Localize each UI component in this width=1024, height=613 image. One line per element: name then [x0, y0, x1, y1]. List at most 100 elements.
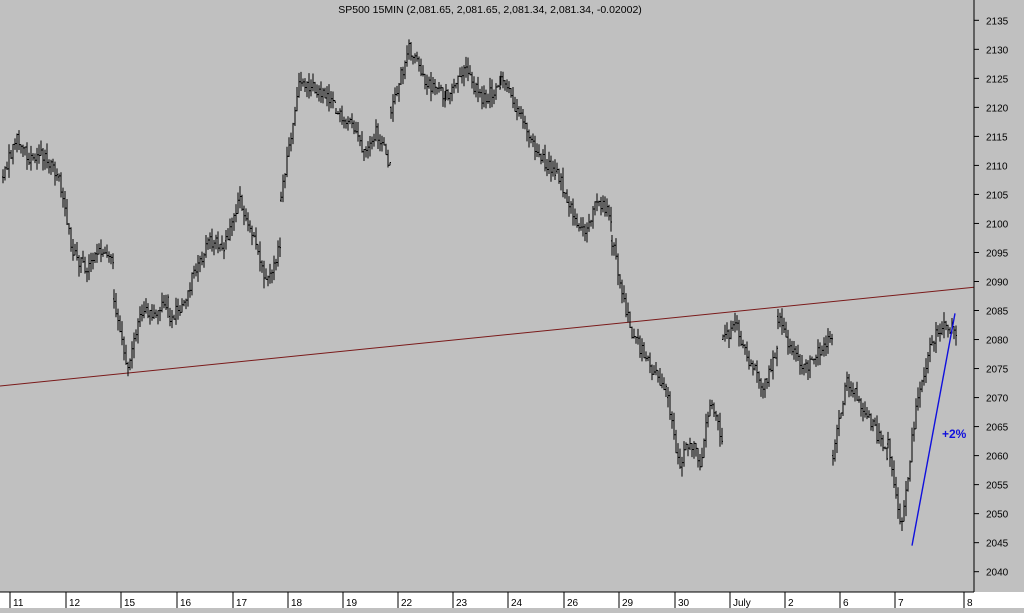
price-bar	[774, 352, 776, 359]
price-bar	[917, 387, 919, 411]
price-bar	[153, 304, 155, 320]
price-bar	[173, 314, 175, 320]
y-tick-label: 2120	[986, 103, 1009, 114]
y-tick-label: 2105	[986, 190, 1009, 201]
price-bar	[576, 213, 578, 228]
price-bar	[334, 99, 336, 103]
price-bar	[872, 418, 874, 432]
price-bar	[679, 448, 681, 469]
price-bar	[588, 213, 590, 232]
price-bar	[707, 411, 709, 428]
price-bar	[931, 335, 933, 346]
price-bar	[502, 71, 504, 89]
price-bar	[469, 65, 471, 76]
price-bar	[197, 255, 199, 282]
price-bar	[221, 235, 223, 251]
price-bar	[375, 119, 377, 142]
price-bar	[64, 191, 66, 217]
price-bar	[36, 147, 38, 170]
price-bar	[215, 234, 217, 250]
price-bar	[548, 151, 550, 175]
x-axis-band	[0, 592, 1024, 608]
price-bar	[764, 378, 766, 398]
price-bar	[635, 336, 637, 344]
price-bar	[823, 337, 825, 357]
price-bar	[528, 129, 530, 148]
price-bar	[199, 255, 201, 273]
price-bar	[625, 293, 627, 318]
price-bar	[22, 144, 24, 158]
price-bar	[243, 205, 245, 226]
price-bar	[868, 410, 870, 418]
price-bar	[570, 201, 572, 214]
price-bar	[752, 360, 754, 376]
price-bar	[923, 367, 925, 386]
price-bar	[736, 315, 738, 331]
price-bar	[552, 160, 554, 177]
price-bar	[237, 192, 239, 215]
price-bar	[60, 172, 62, 198]
price-bar	[54, 161, 56, 186]
price-bar	[487, 93, 489, 104]
price-bar	[493, 89, 495, 105]
price-bar	[477, 76, 479, 103]
price-bar	[189, 282, 191, 298]
price-bar	[44, 149, 46, 170]
price-bar	[400, 66, 402, 85]
x-tick-label: 11	[13, 598, 24, 608]
price-bar	[318, 85, 320, 102]
price-bar	[821, 345, 823, 356]
price-bar	[862, 402, 864, 422]
y-tick-label: 2045	[986, 539, 1009, 550]
price-bar	[799, 354, 801, 375]
price-bar	[508, 81, 510, 94]
price-bar	[347, 116, 349, 131]
price-bar	[574, 208, 576, 226]
price-bar	[74, 243, 76, 256]
price-bar	[219, 243, 221, 252]
price-bar	[444, 90, 446, 108]
price-bar	[772, 350, 774, 380]
price-bar	[177, 298, 179, 320]
price-bar	[106, 244, 108, 258]
annotation-label: +2%	[942, 427, 967, 441]
y-tick-label: 2095	[986, 248, 1009, 259]
price-bar	[919, 381, 921, 408]
price-bar	[815, 354, 817, 367]
y-tick-label: 2115	[986, 132, 1008, 143]
price-bar	[353, 120, 355, 135]
price-bar	[665, 383, 667, 397]
price-bar	[544, 144, 546, 172]
price-bar	[282, 174, 284, 203]
price-bar	[719, 412, 721, 447]
price-bar	[277, 240, 279, 267]
price-bar	[113, 289, 115, 309]
price-bar	[455, 82, 457, 89]
price-bar	[169, 307, 171, 327]
resistance-line	[0, 286, 975, 387]
price-bar	[602, 195, 604, 213]
price-bar	[104, 246, 106, 254]
x-tick-label: 12	[69, 598, 81, 608]
price-bar	[726, 322, 728, 339]
price-bar	[213, 239, 215, 256]
price-bar	[884, 446, 886, 450]
price-bar	[760, 378, 762, 397]
price-bar	[26, 142, 28, 170]
price-bar	[596, 193, 598, 212]
price-bar	[465, 56, 467, 78]
price-bar	[58, 173, 60, 182]
price-bar	[532, 133, 534, 148]
price-bar	[643, 342, 645, 359]
price-bar	[473, 76, 475, 95]
price-bar	[306, 81, 308, 98]
price-bar	[647, 355, 649, 362]
x-tick-label: 16	[180, 598, 192, 608]
price-bar	[592, 205, 594, 229]
price-bar	[187, 290, 189, 307]
price-bar	[874, 417, 876, 427]
price-bar	[886, 447, 888, 461]
price-bar	[467, 57, 469, 82]
price-bar	[701, 447, 703, 468]
price-bar	[24, 146, 26, 156]
